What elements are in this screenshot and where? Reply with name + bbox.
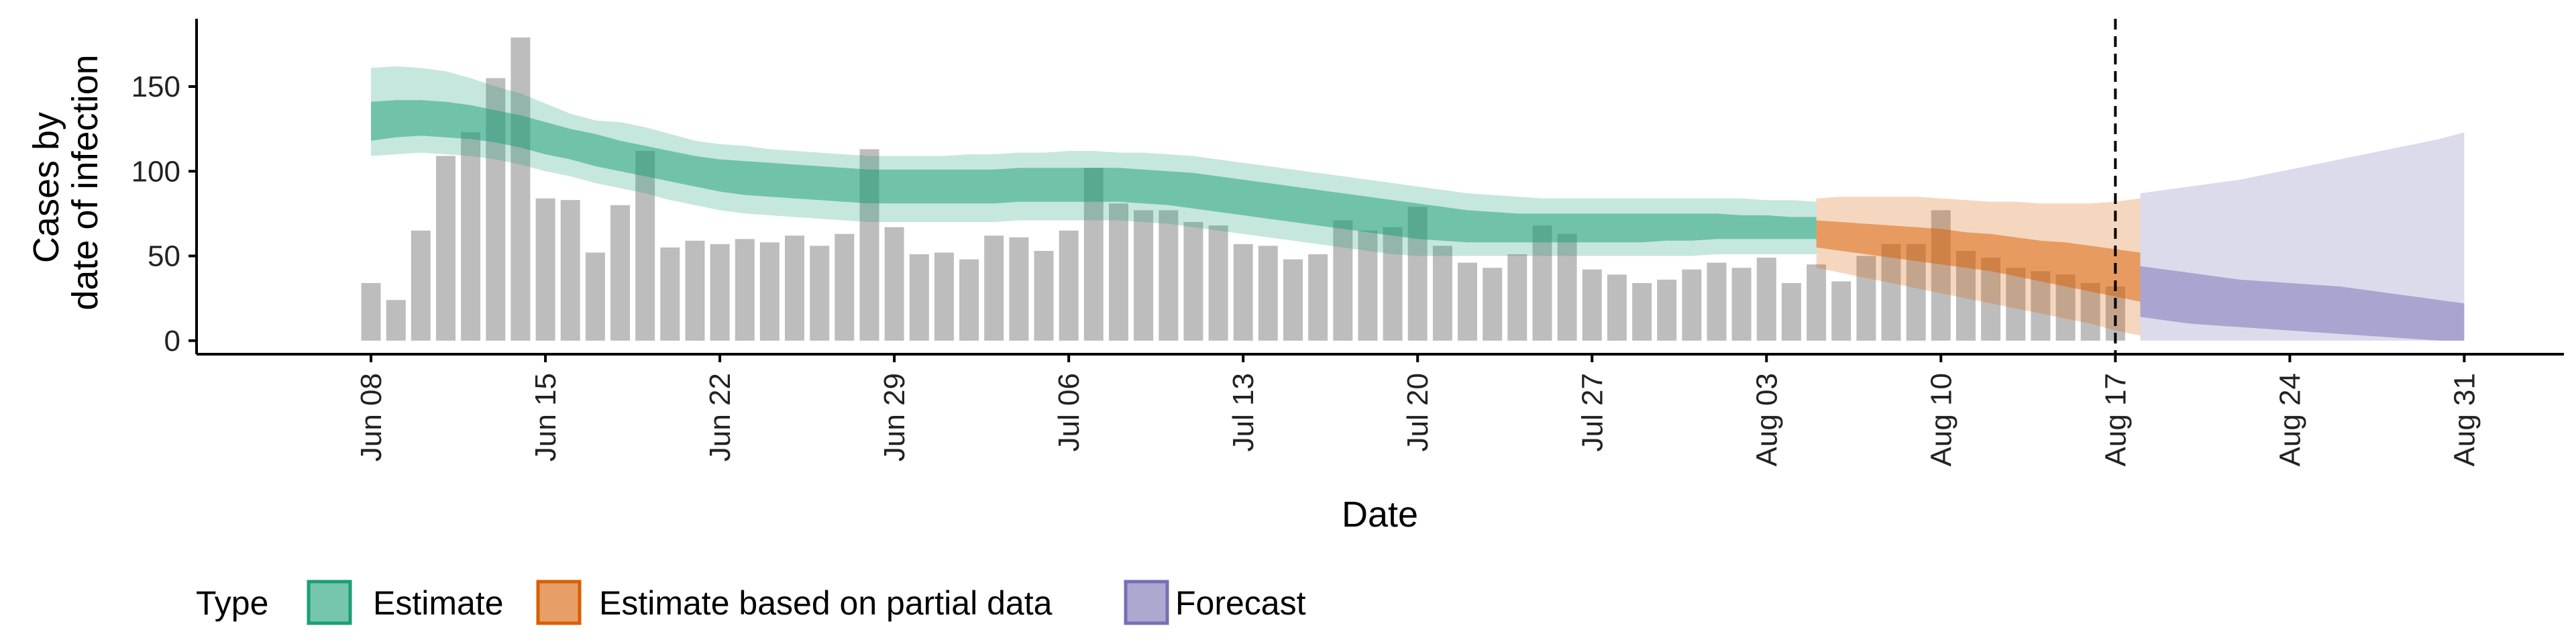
case-bar xyxy=(1682,269,1702,341)
case-bar xyxy=(1731,268,1752,341)
case-bar xyxy=(1831,281,1851,341)
case-bar xyxy=(1059,230,1079,341)
case-bar xyxy=(535,198,555,341)
estimate-based-on-partial-data-inner-band xyxy=(1816,220,2141,302)
axes-layer xyxy=(195,19,2564,356)
case-bar xyxy=(909,254,929,341)
legend-label-forecast: Forecast xyxy=(1175,584,1306,622)
y-axis-title: Cases by date of infection xyxy=(26,54,105,310)
bars-layer xyxy=(361,37,2125,341)
case-bar xyxy=(1009,237,1029,341)
case-bar xyxy=(710,244,730,341)
case-bar xyxy=(785,235,804,341)
case-bar xyxy=(810,246,830,341)
case-bar xyxy=(1632,282,1652,341)
legend-label-partial-estimate: Estimate based on partial data xyxy=(599,584,1053,622)
x-tick-label: Jun 08 xyxy=(355,373,388,462)
case-bar xyxy=(560,200,580,341)
case-bar xyxy=(735,239,755,341)
case-bar xyxy=(511,37,531,341)
case-bar xyxy=(1607,274,1627,341)
forecast-inner-band xyxy=(2140,266,2465,341)
case-bar xyxy=(959,259,979,341)
case-bar xyxy=(1183,222,1203,341)
x-tick-label: Aug 03 xyxy=(1750,373,1783,466)
case-bar xyxy=(660,247,680,341)
case-bar xyxy=(1383,227,1403,341)
y-tick-label: 150 xyxy=(131,70,180,103)
case-bar xyxy=(884,227,904,341)
x-ticks: Jun 08 Jun 15 Jun 22 Jun 29 Jul 06 Jul 13 Jul … xyxy=(355,354,2481,466)
x-tick-label: Jul 20 xyxy=(1401,373,1434,451)
case-bar xyxy=(1707,262,1727,341)
case-bar xyxy=(1781,282,1801,341)
y-tick-label: 100 xyxy=(131,155,180,188)
case-bar xyxy=(1208,225,1228,341)
estimate-inner-band xyxy=(371,100,1817,243)
case-bar xyxy=(1507,254,1527,341)
case-bar xyxy=(1557,233,1577,341)
case-bar xyxy=(1159,210,1179,341)
case-bar xyxy=(1432,246,1452,341)
legend-swatch-estimate xyxy=(307,580,352,625)
y-tick-label: 0 xyxy=(164,325,180,358)
case-bar xyxy=(461,132,481,341)
case-bar xyxy=(1358,230,1378,341)
x-tick-label: Aug 17 xyxy=(2099,373,2132,466)
case-bar xyxy=(386,300,406,341)
case-bar xyxy=(835,233,855,341)
case-bar xyxy=(1807,264,1827,341)
legend-label-estimate: Estimate xyxy=(373,584,504,622)
case-bar xyxy=(635,151,655,341)
legend: Type Estimate Estimate based on partial … xyxy=(196,580,1306,625)
case-bar xyxy=(411,230,431,341)
case-bar xyxy=(1483,268,1503,341)
x-tick-label: Jun 29 xyxy=(878,373,911,462)
x-tick-label: Aug 31 xyxy=(2448,373,2481,466)
bands-layer xyxy=(371,66,2465,341)
case-bar xyxy=(685,240,705,341)
case-bar xyxy=(1258,246,1278,341)
x-tick-label: Aug 24 xyxy=(2273,373,2306,466)
case-bar xyxy=(1582,269,1602,341)
legend-swatch-partial-estimate xyxy=(536,580,582,625)
x-tick-label: Jun 22 xyxy=(704,373,737,462)
x-tick-label: Jul 06 xyxy=(1053,373,1085,451)
case-bar xyxy=(585,252,605,341)
case-bar xyxy=(759,242,780,341)
case-bar xyxy=(1134,210,1154,341)
case-bar xyxy=(1308,254,1328,341)
case-bar xyxy=(1333,220,1353,341)
case-bar xyxy=(1283,259,1303,341)
estimate-outer-band xyxy=(371,66,1817,256)
case-bar xyxy=(361,282,381,341)
case-bar xyxy=(1109,203,1128,341)
case-bar xyxy=(2031,271,2051,341)
x-axis-title: Date xyxy=(1342,494,1418,535)
legend-swatch-forecast xyxy=(1124,580,1169,625)
case-bar xyxy=(436,156,455,341)
case-bar xyxy=(1034,251,1054,341)
case-bar xyxy=(2006,268,2026,341)
y-ticks: 0 50 100 150 xyxy=(131,70,197,358)
case-bar xyxy=(1657,279,1677,341)
case-bar xyxy=(1881,244,1901,341)
case-bar xyxy=(610,205,630,341)
case-bar xyxy=(1532,225,1552,341)
x-tick-label: Jun 15 xyxy=(529,373,562,462)
legend-title: Type xyxy=(196,584,268,622)
y-tick-label: 50 xyxy=(148,240,180,273)
x-tick-label: Aug 10 xyxy=(1925,373,1957,466)
x-tick-label: Jul 27 xyxy=(1576,373,1609,451)
case-bar xyxy=(1856,256,1876,341)
case-bar xyxy=(1233,244,1253,341)
case-bar xyxy=(1756,258,1776,341)
case-bar xyxy=(934,252,954,341)
y-axis-title-line-1: Cases by xyxy=(26,112,66,263)
y-axis-title-line-2: date of infection xyxy=(65,54,105,310)
x-tick-label: Jul 13 xyxy=(1227,373,1260,451)
case-bar xyxy=(1458,262,1477,341)
case-bar xyxy=(984,235,1004,341)
